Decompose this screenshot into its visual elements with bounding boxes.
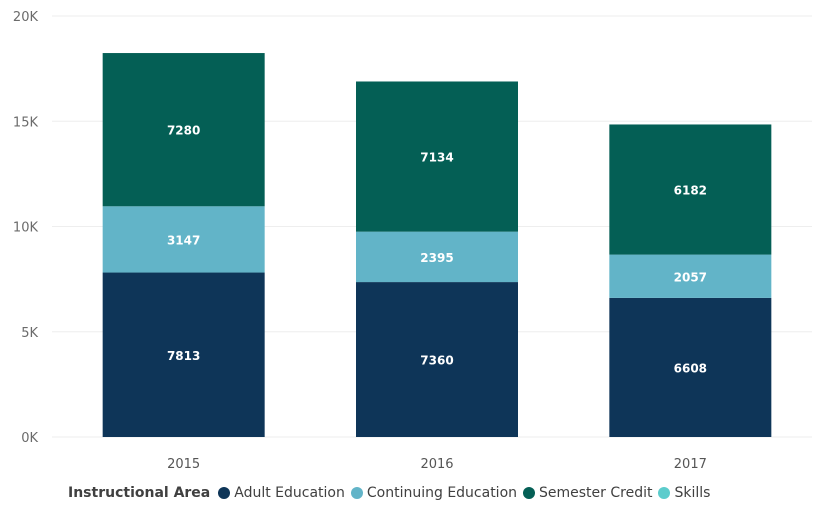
data-labels: 7813 3147 7280 7360 2395 7134 6608 2057 6182 <box>167 124 707 376</box>
bar-segment <box>356 81 518 232</box>
legend: Instructional Area Adult Education Contin… <box>68 482 716 504</box>
legend-item: Semester Credit <box>523 485 652 501</box>
y-axis-ticks: 0K 5K 10K 15K 20K <box>13 10 39 446</box>
bar-segment <box>102 272 265 437</box>
legend-title: Instructional Area <box>68 485 211 501</box>
legend-item: Continuing Education <box>350 485 518 501</box>
data-label: 2057 <box>674 270 707 284</box>
legend-label: Semester Credit <box>539 485 653 501</box>
x-tick-label: 2017 <box>674 457 707 472</box>
legend-label: Adult Education <box>234 485 345 501</box>
data-label: 7360 <box>420 354 453 368</box>
bar-segment <box>609 254 772 298</box>
y-tick-label: 15K <box>13 115 39 130</box>
x-axis-ticks: 2015 2016 2017 <box>167 457 707 472</box>
y-tick-label: 5K <box>21 326 38 341</box>
data-label: 7280 <box>167 124 200 138</box>
y-tick-label: 10K <box>13 221 39 236</box>
bar-segment <box>356 231 518 283</box>
legend-swatch <box>350 487 363 499</box>
bar-segment <box>609 297 772 437</box>
data-label: 3147 <box>167 233 200 247</box>
bar-segment <box>609 124 772 255</box>
x-tick-label: 2016 <box>420 457 453 472</box>
legend-label: Continuing Education <box>366 485 518 501</box>
stacked-bar-chart: 0K 5K 10K 15K 20K 7813 3147 7280 7360 2395 7134 66… <box>13 10 812 472</box>
legend-swatch <box>218 487 231 499</box>
data-label: 7134 <box>420 151 453 165</box>
bar-segment <box>356 282 518 437</box>
y-tick-label: 20K <box>13 10 39 25</box>
y-tick-label: 0K <box>21 431 38 446</box>
legend-item: Skills <box>658 485 710 501</box>
x-tick-label: 2015 <box>167 457 200 472</box>
data-label: 6182 <box>674 184 707 198</box>
data-label: 2395 <box>420 251 453 265</box>
legend-swatch <box>658 487 671 499</box>
bar-segment <box>102 206 265 273</box>
legend-item: Adult Education <box>218 485 345 501</box>
bar-segment <box>102 53 265 207</box>
legend-swatch <box>523 487 536 499</box>
data-label: 6608 <box>674 361 707 375</box>
legend-items: Adult Education Continuing Education Semes… <box>218 485 716 501</box>
data-label: 7813 <box>167 349 200 363</box>
bars <box>102 53 772 437</box>
legend-label: Skills <box>674 485 711 501</box>
